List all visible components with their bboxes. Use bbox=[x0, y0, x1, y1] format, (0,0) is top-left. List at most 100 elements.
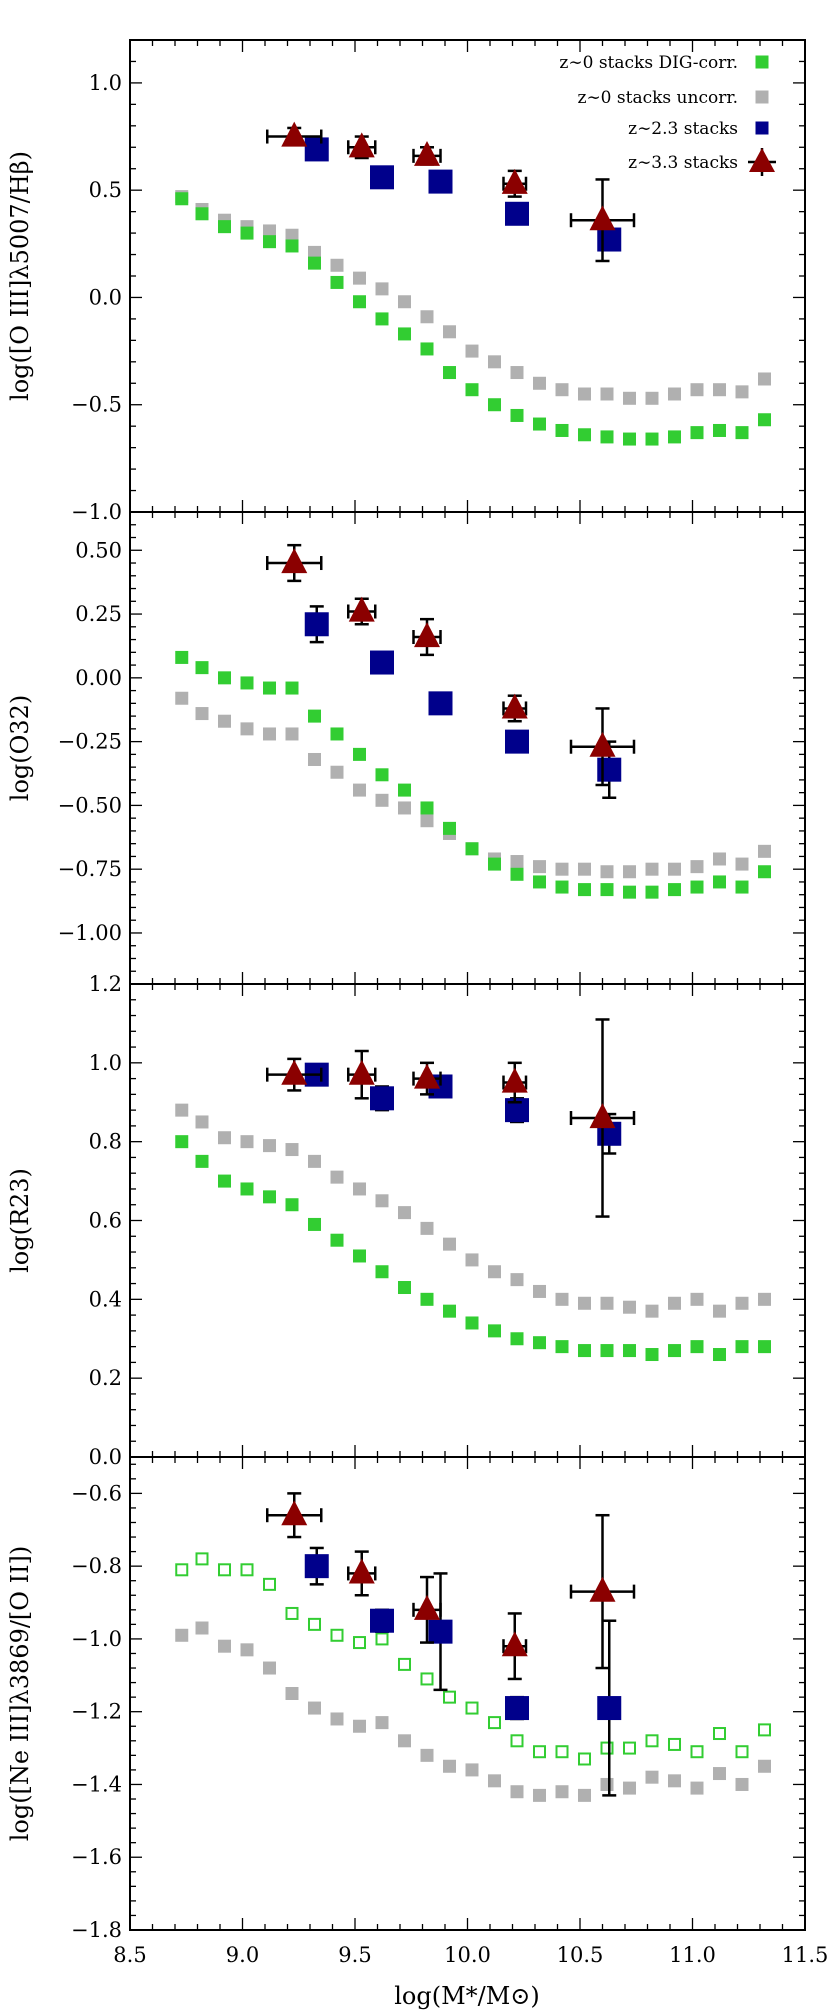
point-z0-dig-open bbox=[735, 1745, 749, 1759]
point-z0-uncorr bbox=[488, 1774, 501, 1788]
legend-marker bbox=[755, 55, 769, 69]
y-tick-label: −1.6 bbox=[71, 1845, 122, 1869]
legend: z∼0 stacks DIG-corr. z∼0 stacks uncorr. z∼… bbox=[559, 53, 776, 176]
y-tick-label: 0.2 bbox=[89, 1366, 122, 1390]
data-layer bbox=[175, 1492, 771, 1802]
point-z0-dig bbox=[555, 1340, 569, 1354]
point-z0-uncorr bbox=[510, 1273, 524, 1287]
point-z0-uncorr bbox=[353, 271, 366, 285]
x-axis-tick-labels: 8.5 9.0 9.5 10.0 10.5 11.0 11.5 bbox=[113, 1943, 828, 1967]
point-z0-uncorr bbox=[555, 1785, 569, 1799]
point-z0-dig bbox=[758, 1340, 771, 1354]
point-z0-dig bbox=[240, 1182, 254, 1196]
y-axis-label: log([O III]λ5007/Hβ) bbox=[6, 151, 34, 401]
legend-marker bbox=[755, 90, 769, 104]
point-z0-dig bbox=[623, 1344, 636, 1358]
point-z0-uncorr bbox=[623, 391, 636, 405]
point-z0-dig bbox=[623, 432, 636, 446]
point-z33 bbox=[414, 1594, 440, 1620]
point-z0-uncorr bbox=[758, 372, 771, 386]
point-z0-uncorr bbox=[713, 383, 726, 397]
point-z0-uncorr bbox=[690, 860, 704, 874]
point-z0-dig bbox=[353, 1249, 366, 1263]
y-tick-label: −0.50 bbox=[58, 793, 122, 817]
point-z0-uncorr bbox=[218, 1131, 231, 1145]
point-z0-dig bbox=[443, 366, 456, 380]
point-z23 bbox=[304, 137, 329, 162]
point-z0-dig bbox=[690, 880, 704, 894]
point-z0-dig bbox=[263, 681, 276, 695]
point-z0-uncorr bbox=[375, 1194, 389, 1208]
point-z0-uncorr bbox=[420, 1221, 434, 1235]
point-z23 bbox=[505, 729, 529, 754]
point-z0-uncorr bbox=[690, 383, 704, 397]
point-z0-dig bbox=[690, 426, 704, 440]
point-z0-uncorr bbox=[533, 1788, 546, 1802]
y-tick-label: −1.2 bbox=[71, 1700, 122, 1724]
point-z0-dig-open bbox=[690, 1745, 704, 1759]
point-z0-uncorr bbox=[645, 862, 659, 876]
y-tick-label: 0.4 bbox=[89, 1287, 122, 1311]
point-z0-dig-open bbox=[240, 1563, 254, 1577]
y-tick-label: −1.8 bbox=[71, 1918, 122, 1942]
legend-marker bbox=[749, 148, 775, 172]
y-tick-label: −0.25 bbox=[58, 730, 122, 754]
point-z0-uncorr bbox=[735, 857, 749, 871]
y-tick-label: 0.6 bbox=[89, 1209, 122, 1233]
point-z0-dig bbox=[218, 671, 231, 685]
x-tick-label: 11.5 bbox=[782, 1943, 829, 1967]
point-z23 bbox=[505, 201, 529, 226]
point-z0-uncorr bbox=[375, 1716, 389, 1730]
point-z0-uncorr bbox=[285, 1687, 299, 1700]
point-z0-dig bbox=[645, 1348, 659, 1362]
point-z0-dig bbox=[735, 1340, 749, 1354]
y-axis-label: log([Ne III]λ3869/[O II]) bbox=[6, 1546, 34, 1842]
legend-marker bbox=[755, 121, 769, 135]
point-z0-uncorr bbox=[735, 1777, 749, 1791]
point-z33 bbox=[501, 1067, 528, 1093]
point-z0-uncorr bbox=[443, 1759, 456, 1773]
point-z33 bbox=[414, 622, 440, 648]
data-layer bbox=[175, 543, 771, 899]
point-z23 bbox=[597, 757, 622, 782]
point-z33 bbox=[501, 1631, 528, 1657]
point-z33 bbox=[281, 548, 308, 574]
point-z0-dig bbox=[175, 192, 189, 206]
point-z0-dig bbox=[600, 883, 614, 897]
panel-2: −1.00 −0.75 −0.50 −0.25 0.00 0.25 0.50 log(O32) bbox=[6, 511, 806, 985]
point-z0-uncorr bbox=[308, 752, 321, 766]
point-z0-uncorr bbox=[175, 1103, 189, 1117]
point-z0-dig bbox=[510, 867, 524, 881]
point-z0-uncorr bbox=[175, 1628, 189, 1642]
point-z0-uncorr bbox=[578, 1296, 591, 1310]
y-tick-label: −1.0 bbox=[71, 500, 122, 524]
point-z0-dig-open bbox=[758, 1723, 771, 1737]
point-z0-uncorr bbox=[758, 1759, 771, 1773]
point-z0-dig-open bbox=[555, 1745, 569, 1759]
point-z0-uncorr bbox=[240, 1643, 254, 1657]
point-z0-uncorr bbox=[668, 387, 681, 401]
point-z0-dig-open bbox=[713, 1727, 726, 1741]
point-z0-uncorr bbox=[285, 727, 299, 741]
point-z0-dig bbox=[488, 857, 501, 871]
point-z0-uncorr bbox=[735, 385, 749, 399]
y-tick-label: −1.00 bbox=[58, 921, 122, 945]
point-z0-uncorr bbox=[195, 707, 209, 721]
point-z0-uncorr bbox=[375, 793, 389, 807]
point-z33 bbox=[281, 1500, 308, 1526]
point-z0-dig bbox=[353, 747, 366, 761]
point-z0-dig bbox=[375, 1265, 389, 1279]
point-z0-uncorr bbox=[218, 1639, 231, 1653]
y-tick-label: −0.5 bbox=[71, 393, 122, 417]
point-z0-dig-open bbox=[175, 1563, 189, 1577]
point-z0-uncorr bbox=[555, 383, 569, 397]
point-z0-uncorr bbox=[263, 727, 276, 741]
point-z0-dig bbox=[690, 1340, 704, 1354]
point-z0-uncorr bbox=[578, 862, 591, 876]
point-z0-uncorr bbox=[285, 1143, 299, 1157]
y-axis-label: log(R23) bbox=[6, 1168, 34, 1273]
point-z0-uncorr bbox=[578, 1788, 591, 1802]
point-z0-uncorr bbox=[443, 1237, 456, 1251]
point-z0-dig-open bbox=[420, 1672, 434, 1686]
